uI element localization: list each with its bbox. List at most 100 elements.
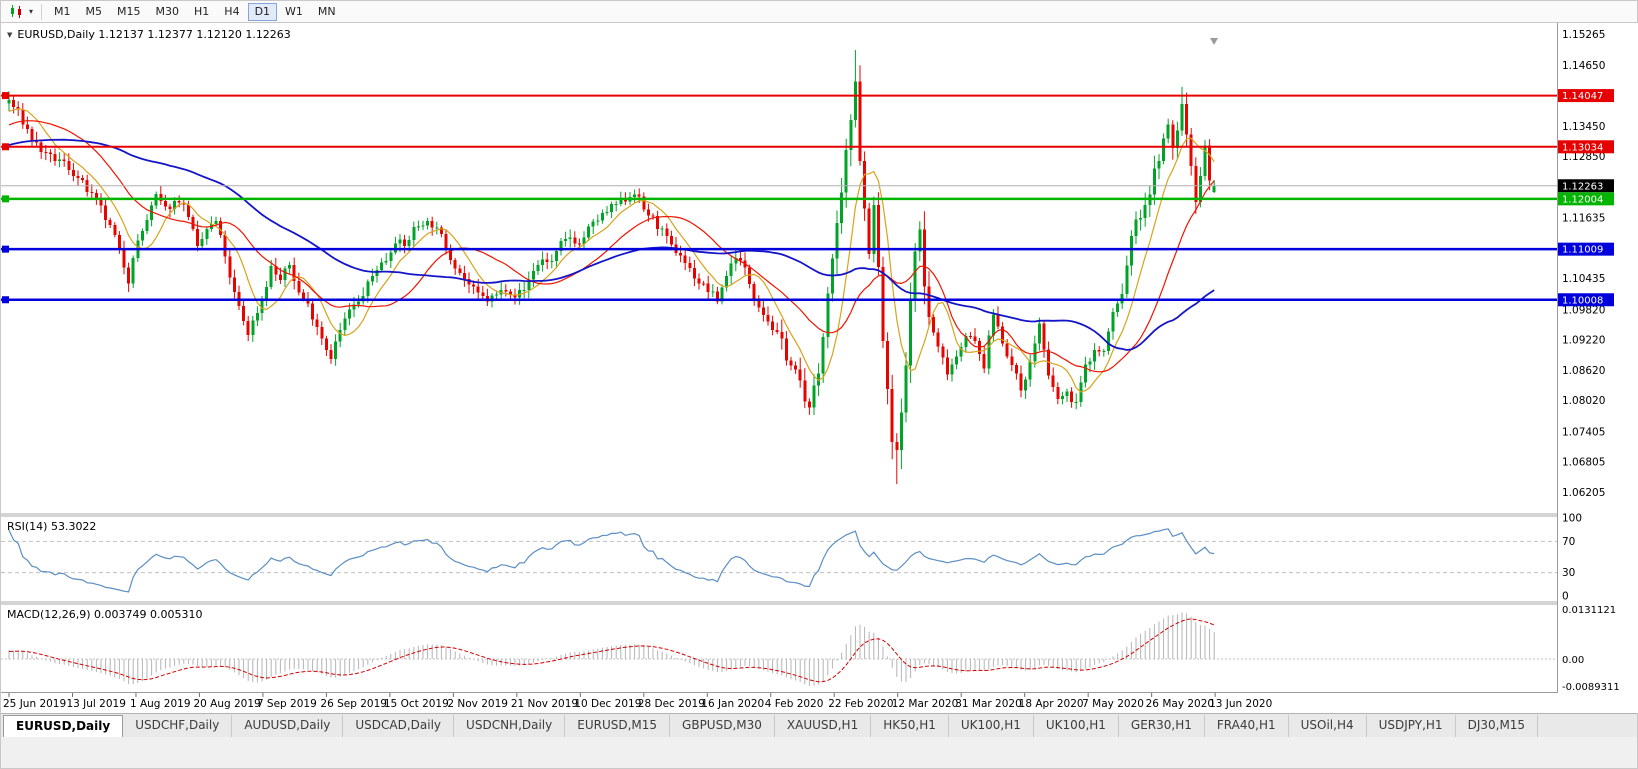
panel-separator[interactable] xyxy=(1,513,1638,517)
hline-left-marker[interactable] xyxy=(2,296,9,304)
chart-tab-usdcad-daily[interactable]: USDCAD,Daily xyxy=(343,715,455,737)
chart-tab-fra40-h1[interactable]: FRA40,H1 xyxy=(1204,715,1289,737)
time-axis-label: 26 May 2020 xyxy=(1146,698,1214,710)
candle-body xyxy=(1097,350,1101,352)
candle-body xyxy=(1019,373,1023,391)
candle-body xyxy=(596,220,600,222)
time-axis-label: 4 Feb 2020 xyxy=(765,698,824,710)
candle-body xyxy=(715,291,719,302)
candle-body xyxy=(274,266,278,275)
time-axis-label: 10 Dec 2019 xyxy=(574,698,641,710)
candle-body xyxy=(398,239,402,244)
candle-body xyxy=(1134,219,1138,236)
timeframe-button-m1[interactable]: M1 xyxy=(47,3,78,21)
candle-body xyxy=(922,229,926,287)
candle-body xyxy=(255,313,259,321)
price-axis-label: 1.12850 xyxy=(1562,151,1605,163)
candle-body xyxy=(94,193,98,200)
timeframe-button-m30[interactable]: M30 xyxy=(149,3,187,21)
candle-body xyxy=(140,231,144,241)
candle-body xyxy=(407,240,411,247)
chart-tab-usdchf-daily[interactable]: USDCHF,Daily xyxy=(123,715,233,737)
chart-tab-eurusd-daily[interactable]: EURUSD,Daily xyxy=(3,715,124,737)
price-axis-label: 1.15265 xyxy=(1562,29,1605,41)
candlestick-chart-icon[interactable] xyxy=(6,4,28,19)
candle-body xyxy=(531,271,535,280)
chart-background[interactable] xyxy=(1,23,1638,713)
candle-body xyxy=(329,349,333,359)
candle-body xyxy=(1028,361,1032,380)
candle-body xyxy=(1166,124,1170,139)
chart-tab-ger30-h1[interactable]: GER30,H1 xyxy=(1118,715,1205,737)
chart-tab-hk50-h1[interactable]: HK50,H1 xyxy=(871,715,949,737)
candle-body xyxy=(228,256,232,278)
time-axis-label: 7 May 2020 xyxy=(1082,698,1144,710)
candle-body xyxy=(968,336,972,338)
candle-body xyxy=(430,220,434,228)
timeframe-button-d1[interactable]: D1 xyxy=(247,2,278,21)
chart-shift-marker[interactable] xyxy=(1210,38,1218,45)
candle-body xyxy=(577,243,581,245)
price-marker-box xyxy=(1558,179,1614,193)
candle-body xyxy=(380,262,384,270)
chevron-down-icon[interactable]: ▾ xyxy=(29,7,34,16)
ma-fast-line xyxy=(8,108,1215,393)
timeframe-button-h4[interactable]: H4 xyxy=(217,3,246,21)
chart-tab-usoil-h4[interactable]: USOil,H4 xyxy=(1288,715,1367,737)
chart-tab-gbpusd-m30[interactable]: GBPUSD,M30 xyxy=(670,715,775,737)
candle-body xyxy=(513,294,517,298)
candle-body xyxy=(269,266,273,287)
candle-body xyxy=(108,219,112,225)
chart-tab-dj30-m15[interactable]: DJ30,M15 xyxy=(1455,715,1539,737)
chart-tab-uk100-h1[interactable]: UK100,H1 xyxy=(1033,715,1119,737)
candle-body xyxy=(527,279,531,291)
chart-tab-eurusd-m15[interactable]: EURUSD,M15 xyxy=(565,715,671,737)
price-axis-label: 1.08020 xyxy=(1562,395,1605,407)
candle-body xyxy=(711,291,715,293)
hline-left-marker[interactable] xyxy=(2,195,9,203)
candle-body xyxy=(1056,387,1060,400)
chart-tab-uk100-h1[interactable]: UK100,H1 xyxy=(948,715,1034,737)
candle-body xyxy=(1093,350,1097,362)
candle-body xyxy=(495,294,499,296)
candle-body xyxy=(173,200,177,210)
timeframe-button-m15[interactable]: M15 xyxy=(110,3,148,21)
candle-body xyxy=(996,314,1000,327)
candle-body xyxy=(1074,401,1078,403)
chart-tab-xauusd-h1[interactable]: XAUUSD,H1 xyxy=(774,715,872,737)
candle-body xyxy=(416,226,420,228)
time-axis-label: 7 Sep 2019 xyxy=(257,698,317,710)
chart-tab-audusd-daily[interactable]: AUDUSD,Daily xyxy=(232,715,344,737)
hline-left-marker[interactable] xyxy=(2,92,9,100)
price-axis-label: 1.09820 xyxy=(1562,304,1605,316)
candle-body xyxy=(752,283,756,299)
candle-body xyxy=(1033,343,1037,362)
candle-body xyxy=(761,307,765,315)
candle-body xyxy=(1208,145,1212,181)
chart-tab-usdjpy-h1[interactable]: USDJPY,H1 xyxy=(1366,715,1456,737)
timeframe-button-mn[interactable]: MN xyxy=(311,3,343,21)
candle-body xyxy=(30,129,34,141)
candle-body xyxy=(771,321,775,330)
candle-body xyxy=(1212,185,1216,193)
time-axis[interactable] xyxy=(1,693,1638,713)
hline-left-marker[interactable] xyxy=(2,143,9,151)
collapse-triangle-icon[interactable]: ▼ xyxy=(7,30,13,39)
candle-body xyxy=(789,360,793,366)
candle-body xyxy=(697,278,701,284)
price-axis[interactable] xyxy=(1557,23,1638,693)
price-marker-label: 1.10008 xyxy=(1562,295,1603,306)
price-chart[interactable]: 25 Jun 2019 13 Jul 2019 1 Aug 2019 20 Aug 2… xyxy=(1,23,1638,713)
time-axis-label: 28 Dec 2019 xyxy=(638,698,705,710)
candle-body xyxy=(1203,145,1207,176)
timeframe-button-w1[interactable]: W1 xyxy=(278,3,310,21)
chart-tab-usdcnh-daily[interactable]: USDCNH,Daily xyxy=(454,715,566,737)
candle-body xyxy=(334,341,338,359)
timeframe-button-m5[interactable]: M5 xyxy=(79,3,110,21)
candle-body xyxy=(21,109,25,125)
candle-body xyxy=(619,198,623,204)
timeframe-button-h1[interactable]: H1 xyxy=(187,3,216,21)
panel-separator[interactable] xyxy=(1,601,1638,605)
candle-body xyxy=(734,258,738,264)
hline-left-marker[interactable] xyxy=(2,245,9,253)
